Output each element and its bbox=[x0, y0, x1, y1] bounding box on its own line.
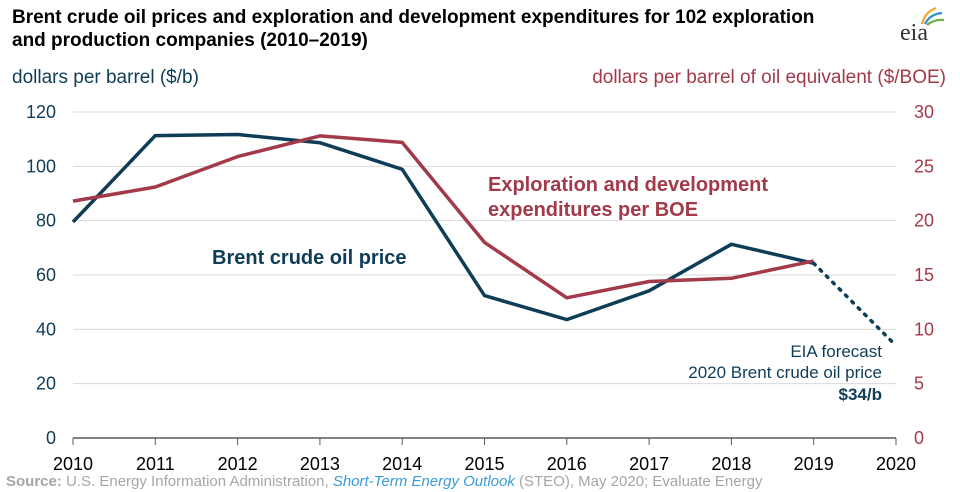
x-tick-label: 2013 bbox=[300, 454, 340, 470]
eia-logo: eia bbox=[892, 4, 952, 48]
forecast-value: $34/b bbox=[839, 385, 882, 404]
x-tick-label: 2015 bbox=[464, 454, 504, 470]
expenditure-label-line2: expenditures per BOE bbox=[488, 199, 698, 221]
left-tick-label: 20 bbox=[36, 374, 56, 394]
eia-logo-text: eia bbox=[900, 20, 928, 46]
x-tick-label: 2014 bbox=[382, 454, 422, 470]
left-tick-label: 120 bbox=[26, 102, 56, 122]
x-tick-label: 2016 bbox=[547, 454, 587, 470]
x-tick-label: 2010 bbox=[53, 454, 93, 470]
series-lines bbox=[71, 132, 898, 348]
steo-link[interactable]: Short-Term Energy Outlook bbox=[332, 473, 515, 490]
x-tick-label: 2018 bbox=[711, 454, 751, 470]
left-tick-label: 0 bbox=[46, 428, 56, 448]
brent-label: Brent crude oil price bbox=[212, 247, 407, 269]
forecast-label-line2: 2020 Brent crude oil price bbox=[688, 363, 882, 382]
right-tick-label: 15 bbox=[914, 265, 934, 285]
right-tick-label: 5 bbox=[914, 374, 924, 394]
source-note: Source: U.S. Energy Information Administ… bbox=[6, 473, 762, 490]
right-axis-ticks: 0 5 10 15 20 25 30 bbox=[914, 102, 934, 448]
brent-price-line bbox=[71, 132, 815, 322]
x-tick-label: 2017 bbox=[629, 454, 669, 470]
source-label: Source: bbox=[6, 473, 62, 490]
expenditure-label-line1: Exploration and development bbox=[488, 174, 768, 196]
x-tick-label: 2019 bbox=[794, 454, 834, 470]
left-axis-unit: dollars per barrel ($/b) bbox=[12, 67, 199, 88]
forecast-label-line1: EIA forecast bbox=[790, 342, 882, 361]
x-tick-label: 2011 bbox=[136, 454, 175, 470]
right-tick-label: 20 bbox=[914, 211, 934, 231]
source-text-2: (STEO), May 2020; Evaluate Energy bbox=[514, 473, 763, 490]
left-axis-ticks: 0 20 40 60 80 100 120 bbox=[26, 102, 56, 448]
expenditure-line bbox=[72, 134, 815, 300]
right-tick-label: 10 bbox=[914, 319, 934, 339]
x-tick-label: 2020 bbox=[876, 454, 916, 470]
right-tick-label: 30 bbox=[914, 102, 934, 122]
x-tick-label: 2012 bbox=[218, 454, 258, 470]
brent-forecast-line bbox=[811, 261, 898, 348]
gridlines bbox=[73, 111, 896, 385]
series-annotations: Brent crude oil price Exploration and de… bbox=[212, 174, 882, 404]
source-text-1: U.S. Energy Information Administration, bbox=[61, 473, 333, 490]
left-tick-label: 60 bbox=[36, 265, 56, 285]
eia-logo-arcs-icon bbox=[920, 6, 945, 26]
right-axis-unit: dollars per barrel of oil equivalent ($/… bbox=[592, 67, 946, 88]
chart-title: Brent crude oil prices and exploration a… bbox=[12, 7, 815, 51]
left-tick-label: 100 bbox=[26, 156, 56, 176]
left-tick-label: 80 bbox=[36, 211, 56, 231]
x-axis-ticks: 2010 2011 2012 2013 2014 2015 2016 2017 2018 2019… bbox=[53, 437, 916, 470]
right-tick-label: 0 bbox=[914, 428, 924, 448]
left-tick-label: 40 bbox=[36, 319, 56, 339]
right-tick-label: 25 bbox=[914, 156, 934, 176]
